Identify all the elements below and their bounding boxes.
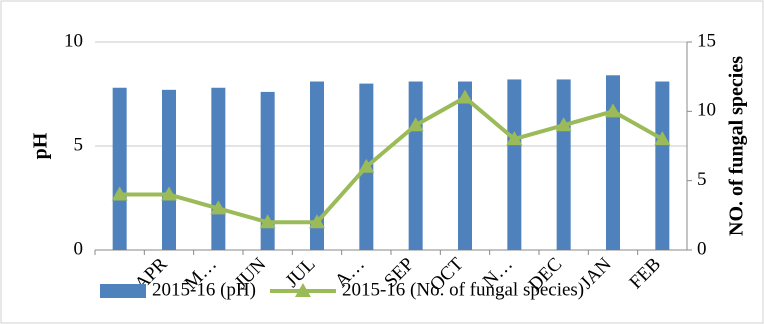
marker [605, 103, 621, 118]
marker [358, 158, 375, 173]
y-tick-label: 5 [74, 134, 84, 155]
legend-marker [294, 283, 311, 297]
marker [111, 186, 128, 201]
y-tick-label: 0 [74, 238, 84, 259]
bar [211, 87, 226, 250]
bar [458, 81, 472, 251]
bar [112, 87, 127, 250]
bar [556, 79, 571, 250]
marker [506, 131, 523, 146]
line [119, 95, 664, 225]
bar [162, 89, 176, 250]
bar [655, 81, 670, 251]
legend-label: 2015-16 (pH) [152, 279, 256, 300]
marker [161, 186, 177, 201]
marker [457, 89, 473, 104]
marker [259, 214, 276, 229]
marker [210, 200, 227, 215]
y2-tick-label: 5 [697, 169, 707, 190]
legend-label: 2015-16 (No. of fungal species) [342, 279, 584, 300]
bar [260, 91, 275, 250]
y2-tick-label: 15 [697, 30, 716, 51]
bar [606, 75, 620, 250]
marker [555, 117, 572, 132]
y-axis-title: pH [30, 132, 52, 159]
bar [310, 81, 324, 251]
y2-axis-title: NO. of fungal species [726, 56, 748, 236]
legend-swatch [100, 284, 146, 298]
marker [654, 131, 671, 146]
marker [309, 214, 325, 229]
bar [408, 81, 423, 251]
y2-tick-label: 0 [697, 238, 707, 259]
bar [507, 79, 522, 250]
y2-tick-label: 10 [697, 100, 716, 121]
y-tick-label: 10 [64, 30, 83, 51]
marker [407, 117, 424, 132]
